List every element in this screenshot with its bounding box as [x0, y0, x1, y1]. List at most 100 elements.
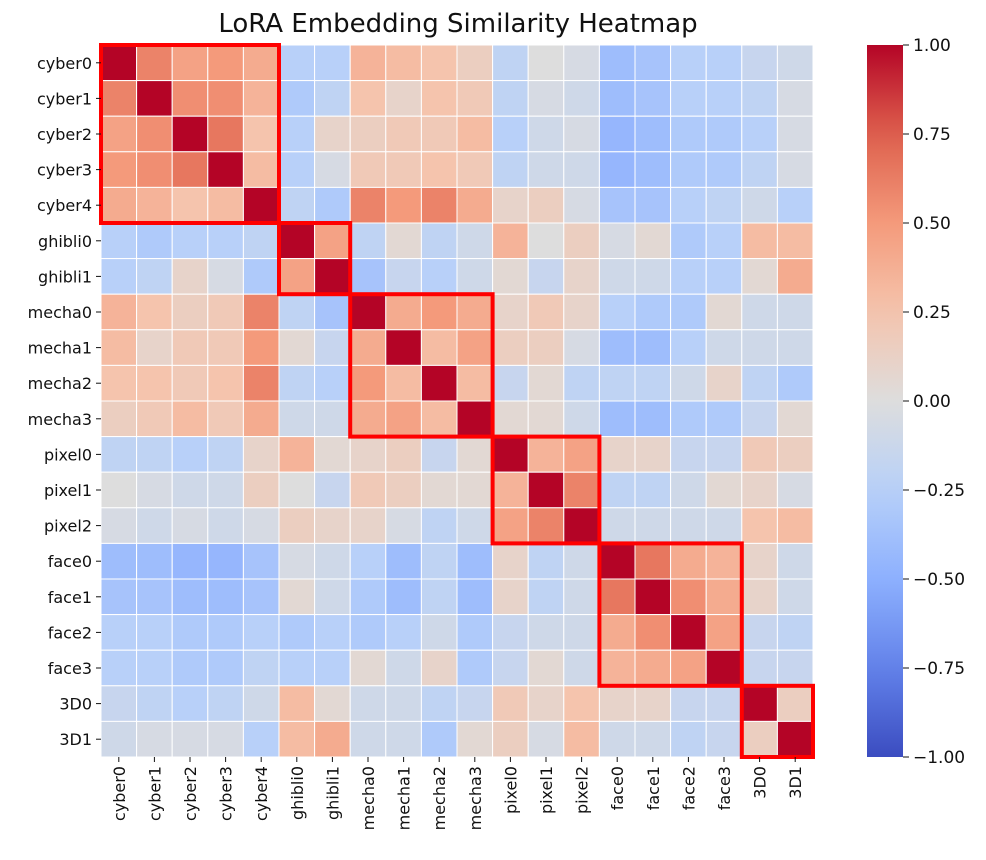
heatmap-cell-pixel2-face1 — [634, 507, 672, 544]
heatmap-cell-pixel2-pixel1 — [527, 507, 565, 544]
heatmap-cell-mecha3-cyber0 — [100, 400, 138, 438]
heatmap-cell-3D0-mecha1 — [385, 685, 422, 722]
heatmap-cell-face2-cyber4 — [242, 614, 280, 651]
heatmap-cell-mecha0-cyber3 — [207, 293, 244, 331]
heatmap-cell-face1-pixel2 — [563, 578, 600, 616]
heatmap-cell-pixel1-face3 — [705, 471, 743, 509]
heatmap-cell-cyber0-face3 — [705, 44, 743, 82]
heatmap-cell-ghibli0-cyber2 — [171, 222, 209, 260]
heatmap-cell-ghibli1-mecha1 — [385, 258, 422, 295]
heatmap-cell-face1-face2 — [670, 578, 707, 616]
heatmap-cell-ghibli0-mecha3 — [456, 222, 494, 260]
heatmap-cell-cyber1-mecha3 — [456, 80, 494, 117]
colorbar-tick-label: −0.75 — [913, 659, 965, 679]
heatmap-cell-cyber1-mecha1 — [385, 80, 422, 117]
heatmap-cell-face2-face2 — [670, 614, 707, 651]
heatmap-cell-cyber1-cyber2 — [171, 80, 209, 117]
heatmap-cell-cyber1-pixel2 — [563, 80, 600, 117]
heatmap-cell-3D0-ghibli1 — [314, 685, 351, 722]
heatmap-cell-mecha1-3D0 — [741, 329, 778, 366]
y-tick-label-cyber1: cyber1 — [37, 89, 92, 108]
heatmap-cell-cyber2-ghibli0 — [278, 115, 316, 153]
heatmap-cell-3D0-cyber3 — [207, 685, 244, 722]
heatmap-cell-cyber2-3D0 — [741, 115, 778, 153]
heatmap-cell-mecha2-mecha1 — [385, 364, 422, 402]
heatmap-cell-mecha0-ghibli0 — [278, 293, 316, 331]
heatmap-cell-cyber1-mecha2 — [420, 80, 458, 117]
heatmap-cell-face1-mecha1 — [385, 578, 422, 616]
heatmap-cell-mecha0-3D0 — [741, 293, 778, 331]
heatmap-cell-mecha0-ghibli1 — [314, 293, 351, 331]
heatmap-cell-face3-cyber0 — [100, 649, 138, 687]
heatmap-cell-face3-pixel1 — [527, 649, 565, 687]
heatmap-cell-cyber0-pixel1 — [527, 44, 565, 82]
heatmap-cell-mecha2-cyber2 — [171, 364, 209, 402]
heatmap-cell-cyber0-cyber3 — [207, 44, 244, 82]
heatmap-cell-face2-face3 — [705, 614, 743, 651]
heatmap-cell-3D0-ghibli0 — [278, 685, 316, 722]
heatmap-cell-face2-face1 — [634, 614, 672, 651]
heatmap-cell-pixel1-pixel1 — [527, 471, 565, 509]
heatmap-cell-face3-pixel2 — [563, 649, 600, 687]
x-tick-label-cyber0: cyber0 — [110, 766, 129, 821]
heatmap-cell-face3-cyber2 — [171, 649, 209, 687]
y-tick-label-cyber4: cyber4 — [37, 196, 92, 215]
heatmap-cell-cyber4-cyber4 — [242, 186, 280, 224]
heatmap-cell-ghibli1-cyber3 — [207, 258, 244, 295]
heatmap-cell-face2-cyber2 — [171, 614, 209, 651]
heatmap-cell-cyber4-cyber0 — [100, 186, 138, 224]
heatmap-cell-face0-3D0 — [741, 542, 778, 580]
heatmap-cell-ghibli0-pixel2 — [563, 222, 600, 260]
heatmap-cell-mecha1-cyber3 — [207, 329, 244, 366]
heatmap-cell-cyber4-pixel2 — [563, 186, 600, 224]
heatmap-cell-3D0-face3 — [705, 685, 743, 722]
heatmap-cell-cyber2-cyber0 — [100, 115, 138, 153]
heatmap-cell-mecha1-mecha1 — [385, 329, 422, 366]
heatmap-cell-cyber1-cyber0 — [100, 80, 138, 117]
heatmap-cell-pixel0-mecha1 — [385, 436, 422, 473]
heatmap-cell-ghibli0-mecha0 — [349, 222, 387, 260]
heatmap-cell-mecha2-3D0 — [741, 364, 778, 402]
heatmap-cell-face1-face1 — [634, 578, 672, 616]
heatmap-cell-cyber2-mecha0 — [349, 115, 387, 153]
heatmap-cell-3D1-mecha2 — [420, 720, 458, 758]
heatmap-cell-3D1-pixel1 — [527, 720, 565, 758]
heatmap-cell-3D1-3D0 — [741, 720, 778, 758]
colorbar-tick-label: 1.00 — [913, 36, 951, 56]
heatmap-cell-cyber4-3D1 — [776, 186, 814, 224]
heatmap-cell-face0-pixel1 — [527, 542, 565, 580]
heatmap-cell-cyber2-3D1 — [776, 115, 814, 153]
heatmap-cell-face3-mecha1 — [385, 649, 422, 687]
heatmap-cell-face1-3D1 — [776, 578, 814, 616]
heatmap-cell-ghibli0-face3 — [705, 222, 743, 260]
heatmap-cell-mecha2-ghibli0 — [278, 364, 316, 402]
heatmap-cell-3D0-pixel1 — [527, 685, 565, 722]
heatmap-cell-face1-pixel1 — [527, 578, 565, 616]
heatmap-cell-pixel2-3D0 — [741, 507, 778, 544]
heatmap-cell-mecha3-3D0 — [741, 400, 778, 438]
heatmap-cell-ghibli1-cyber2 — [171, 258, 209, 295]
heatmap-cell-pixel0-cyber2 — [171, 436, 209, 473]
heatmap-cell-3D1-face2 — [670, 720, 707, 758]
heatmap-cell-3D1-face3 — [705, 720, 743, 758]
heatmap-cell-pixel1-face2 — [670, 471, 707, 509]
heatmap-cell-mecha2-pixel1 — [527, 364, 565, 402]
heatmap-cell-cyber4-3D0 — [741, 186, 778, 224]
heatmap-cell-mecha2-cyber0 — [100, 364, 138, 402]
heatmap-cell-mecha3-pixel2 — [563, 400, 600, 438]
y-tick-label-pixel0: pixel0 — [44, 445, 92, 464]
heatmap-cell-cyber1-cyber3 — [207, 80, 244, 117]
heatmap-cell-pixel0-face2 — [670, 436, 707, 473]
heatmap-cell-face2-3D0 — [741, 614, 778, 651]
x-tick-label-ghibli1: ghibli1 — [323, 766, 342, 820]
heatmap-cell-mecha3-face3 — [705, 400, 743, 438]
colorbar-gradient — [867, 45, 903, 757]
heatmap-cell-ghibli0-cyber3 — [207, 222, 244, 260]
heatmap-cell-cyber4-cyber1 — [136, 186, 173, 224]
heatmap-cell-pixel1-mecha0 — [349, 471, 387, 509]
heatmap-cell-pixel1-3D1 — [776, 471, 814, 509]
heatmap-cell-cyber1-cyber4 — [242, 80, 280, 117]
heatmap-cell-3D1-cyber0 — [100, 720, 138, 758]
heatmap-cell-pixel2-3D1 — [776, 507, 814, 544]
heatmap-cell-mecha3-ghibli1 — [314, 400, 351, 438]
